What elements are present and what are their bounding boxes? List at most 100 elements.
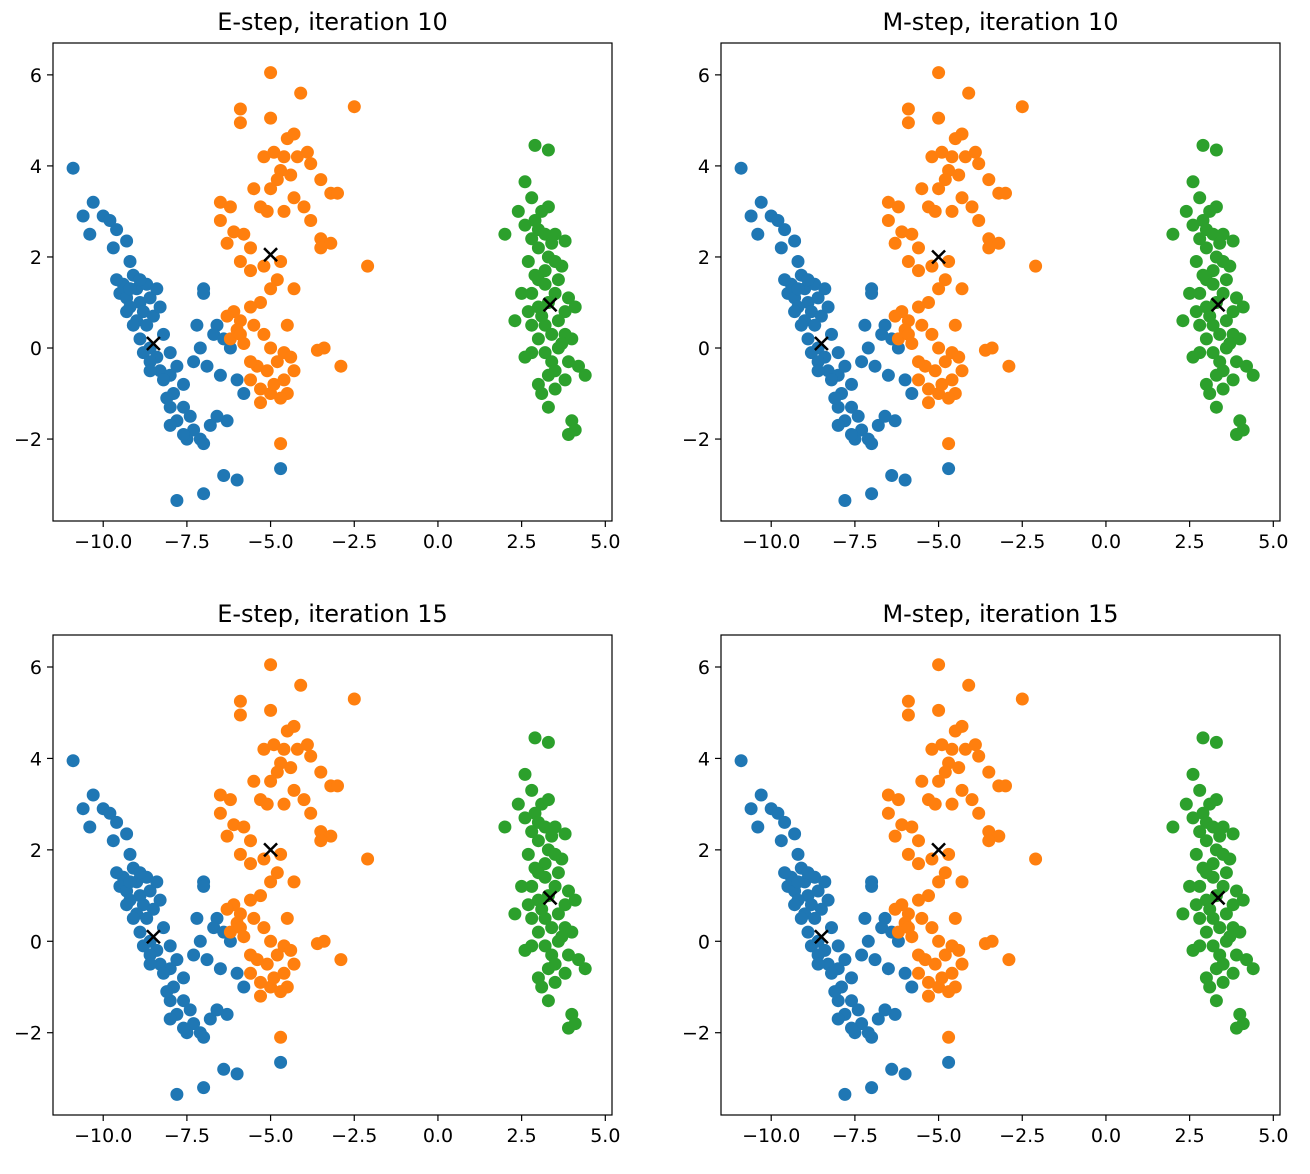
point-blue — [190, 318, 204, 332]
point-green — [1203, 980, 1217, 994]
point-orange — [237, 337, 251, 350]
point-orange — [257, 742, 271, 756]
point-blue — [791, 847, 805, 861]
point-blue — [774, 834, 788, 848]
point-green — [541, 400, 555, 414]
point-blue — [177, 971, 190, 985]
point-orange — [958, 742, 972, 756]
point-orange — [985, 934, 999, 948]
point-green — [538, 820, 552, 834]
x-tick-label: −2.5 — [331, 531, 377, 553]
point-green — [531, 241, 545, 255]
point-green — [525, 191, 539, 205]
point-orange — [912, 948, 925, 962]
point-blue — [734, 754, 748, 768]
point-orange — [912, 241, 925, 255]
point-green — [525, 783, 539, 797]
point-blue — [177, 994, 190, 1008]
point-green — [538, 264, 552, 278]
y-tick-label: 2 — [30, 247, 42, 269]
point-orange — [244, 948, 257, 962]
point-orange — [270, 355, 284, 369]
point-green — [1199, 241, 1213, 255]
point-blue — [133, 925, 147, 939]
point-orange — [347, 100, 361, 114]
point-orange — [905, 820, 919, 834]
point-blue — [207, 921, 221, 935]
point-green — [548, 255, 562, 268]
point-orange — [935, 738, 949, 752]
point-orange — [935, 971, 949, 985]
point-blue — [828, 985, 842, 999]
point-green — [1216, 879, 1230, 893]
point-orange — [912, 300, 925, 314]
point-green — [572, 359, 585, 373]
point-blue — [193, 341, 207, 355]
point-blue — [230, 966, 244, 980]
point-green — [1236, 300, 1250, 314]
point-blue — [66, 161, 80, 175]
centroid-marker — [814, 336, 829, 351]
point-blue — [774, 241, 788, 255]
x-tick-label: 2.5 — [1175, 1125, 1205, 1147]
point-green — [1193, 879, 1207, 893]
point-orange — [932, 66, 946, 80]
point-orange — [314, 765, 328, 779]
point-orange — [264, 774, 278, 788]
point-blue — [110, 815, 124, 829]
point-orange — [901, 694, 915, 708]
point-green — [568, 893, 582, 907]
point-green — [1236, 893, 1250, 907]
point-green — [1226, 373, 1240, 387]
centroid-marker — [542, 297, 558, 313]
point-green — [521, 255, 535, 268]
point-blue — [133, 273, 147, 287]
point-orange — [270, 948, 284, 962]
point-green — [1193, 232, 1207, 246]
point-blue — [831, 939, 845, 953]
point-orange — [965, 793, 979, 807]
point-orange — [932, 111, 946, 125]
x-tick-label: 2.5 — [507, 1125, 537, 1147]
point-blue — [177, 1021, 190, 1035]
point-orange — [928, 797, 942, 811]
point-blue — [120, 827, 134, 841]
point-green — [1216, 382, 1230, 396]
point-orange — [932, 934, 946, 948]
point-orange — [962, 86, 976, 100]
point-blue — [76, 802, 90, 816]
point-orange — [270, 866, 284, 880]
point-blue — [220, 1007, 234, 1021]
point-orange — [912, 966, 925, 980]
point-orange — [314, 232, 328, 246]
point-green — [1196, 861, 1210, 875]
point-blue — [858, 911, 872, 925]
point-blue — [871, 1012, 885, 1026]
point-orange — [955, 127, 969, 141]
y-tick-label: 0 — [698, 931, 710, 953]
point-blue — [818, 282, 832, 296]
point-blue — [123, 875, 137, 889]
point-blue — [120, 898, 134, 912]
point-green — [498, 227, 512, 241]
point-orange — [925, 327, 939, 341]
point-green — [1193, 783, 1207, 797]
centroid-marker — [931, 249, 946, 265]
point-blue — [861, 934, 875, 948]
point-orange — [254, 989, 267, 1003]
y-tick-label: 6 — [698, 65, 710, 87]
point-blue — [888, 414, 902, 428]
point-green — [1209, 143, 1223, 157]
point-blue — [791, 875, 805, 889]
point-green — [1209, 793, 1223, 807]
x-tick-label: −10.0 — [74, 1125, 132, 1147]
point-green — [1179, 797, 1193, 811]
point-orange — [287, 127, 301, 141]
y-tick-label: 0 — [698, 338, 710, 360]
point-orange — [233, 694, 247, 708]
point-orange — [982, 241, 996, 255]
point-orange — [952, 761, 966, 775]
subplot-3: E-step, iteration 15 −10.0 −7.5 −5.0 −2.5 0.0… — [14, 600, 620, 1147]
centroid-marker — [1210, 890, 1226, 906]
point-orange — [955, 719, 969, 733]
